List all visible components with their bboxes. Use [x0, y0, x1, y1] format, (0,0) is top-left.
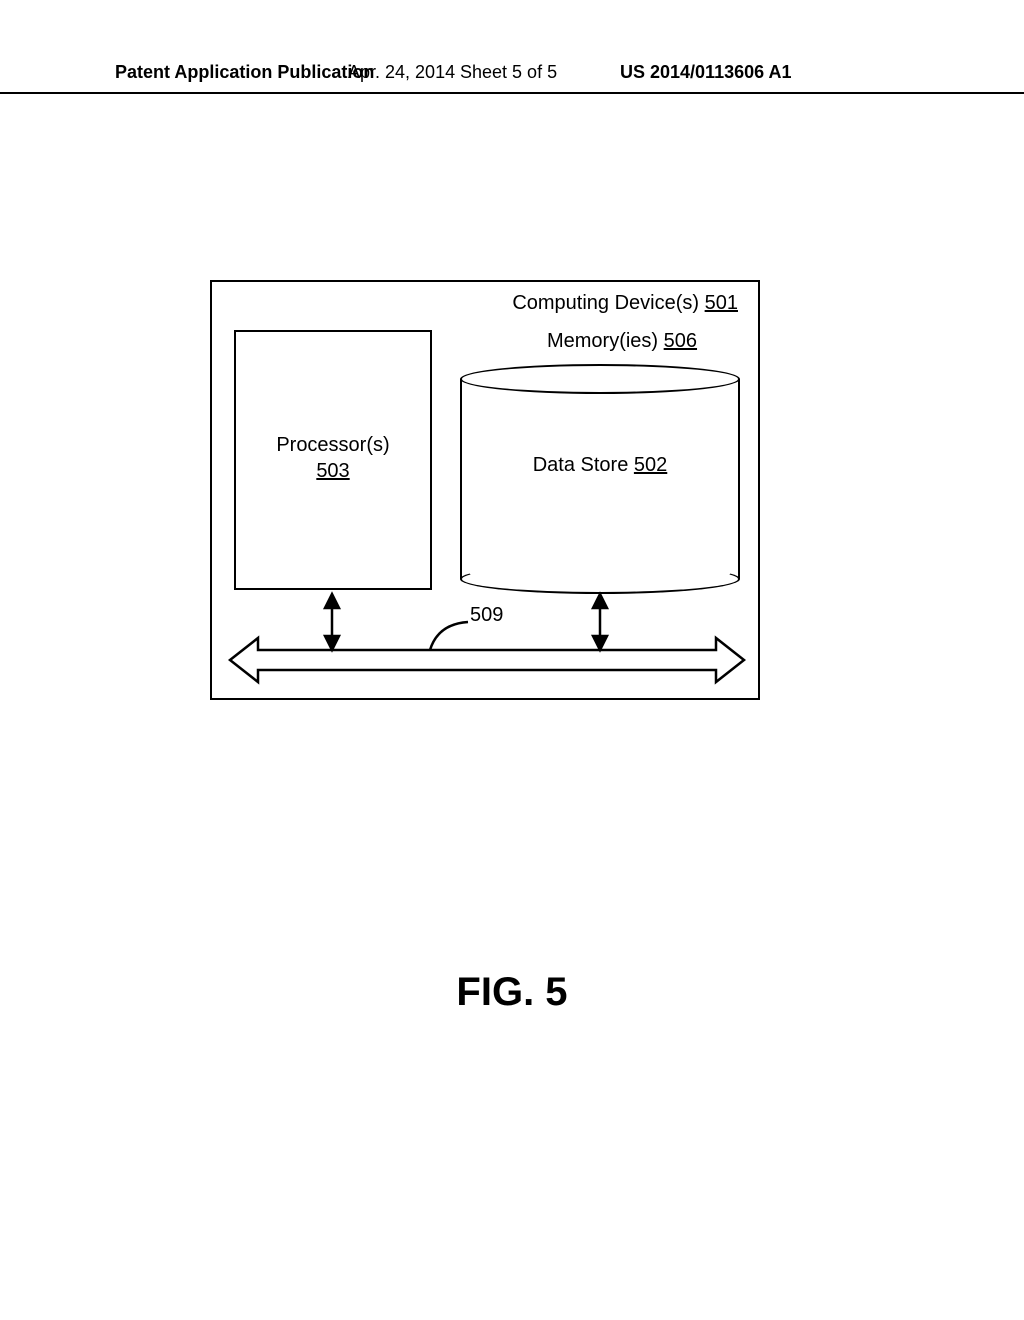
page-header: Patent Application Publication Apr. 24, …: [0, 86, 1024, 94]
arrows-svg: [212, 282, 762, 702]
figure-caption: FIG. 5: [0, 970, 1024, 1015]
header-docket: US 2014/0113606 A1: [620, 62, 791, 83]
header-publication: Patent Application Publication: [115, 62, 374, 83]
page: Patent Application Publication Apr. 24, …: [0, 0, 1024, 1320]
header-sheet: Sheet 5 of 5: [460, 62, 557, 83]
header-date: Apr. 24, 2014: [348, 62, 455, 83]
block-diagram: Computing Device(s) 501 Processor(s) 503…: [210, 280, 760, 700]
bus-arrow-icon: [230, 638, 744, 682]
leader-curve: [430, 622, 468, 650]
computing-device-box: Computing Device(s) 501 Processor(s) 503…: [210, 280, 760, 700]
